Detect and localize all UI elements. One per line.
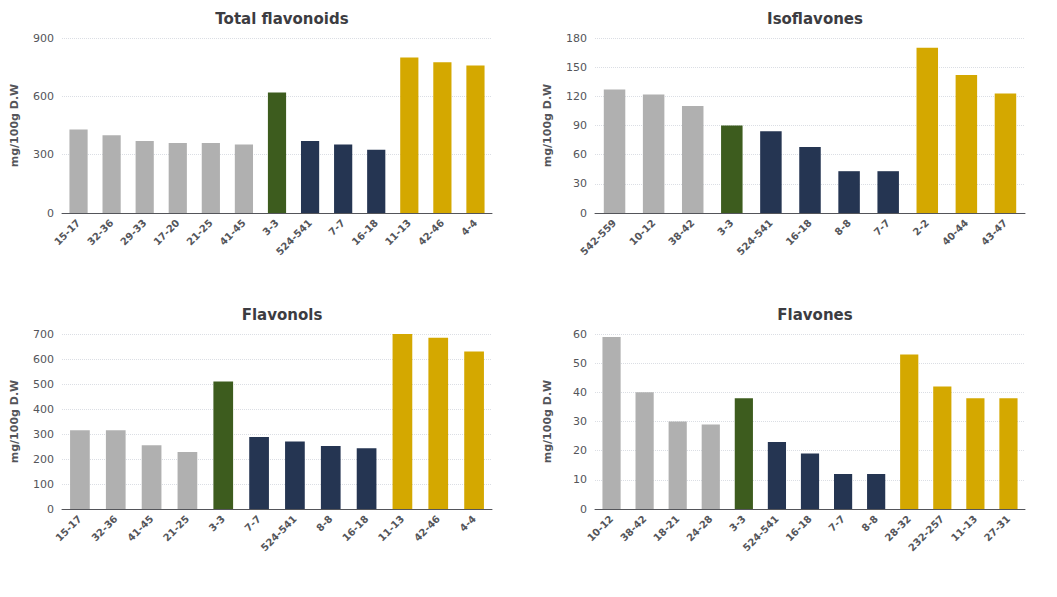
svg-text:38-42: 38-42 (618, 513, 648, 543)
svg-text:180: 180 (566, 32, 587, 45)
svg-text:43-47: 43-47 (979, 217, 1009, 247)
svg-text:41-45: 41-45 (217, 217, 247, 247)
svg-text:300: 300 (33, 428, 54, 441)
svg-text:232-257: 232-257 (906, 513, 946, 553)
svg-text:10: 10 (573, 473, 587, 486)
svg-text:0: 0 (47, 503, 54, 516)
svg-text:40: 40 (573, 386, 587, 399)
svg-text:mg/100g D.W: mg/100g D.W (8, 380, 21, 463)
svg-text:16-18: 16-18 (784, 513, 814, 543)
svg-text:21-25: 21-25 (161, 513, 191, 543)
svg-text:600: 600 (33, 353, 54, 366)
svg-text:524-541: 524-541 (741, 513, 781, 553)
svg-text:900: 900 (33, 32, 54, 45)
svg-text:41-45: 41-45 (125, 513, 155, 543)
svg-text:50: 50 (573, 357, 587, 370)
svg-text:200: 200 (33, 453, 54, 466)
svg-text:mg/100g D.W: mg/100g D.W (8, 84, 21, 167)
svg-text:2-2: 2-2 (911, 217, 932, 238)
svg-text:30: 30 (573, 177, 587, 190)
svg-text:42-46: 42-46 (412, 513, 442, 543)
svg-text:500: 500 (33, 378, 54, 391)
svg-text:10-12: 10-12 (627, 217, 657, 247)
svg-text:27-31: 27-31 (982, 513, 1012, 543)
svg-text:24-28: 24-28 (684, 513, 714, 543)
svg-text:7-7: 7-7 (872, 217, 893, 238)
svg-text:542-559: 542-559 (578, 217, 618, 257)
svg-text:15-17: 15-17 (52, 217, 82, 247)
svg-text:11-13: 11-13 (376, 513, 406, 543)
svg-text:3-3: 3-3 (207, 513, 228, 534)
svg-text:0: 0 (580, 503, 587, 516)
svg-text:3-3: 3-3 (715, 217, 736, 238)
svg-text:524-541: 524-541 (735, 217, 775, 257)
svg-text:90: 90 (573, 119, 587, 132)
svg-text:7-7: 7-7 (242, 513, 263, 534)
svg-text:524-541: 524-541 (259, 513, 299, 553)
svg-text:38-42: 38-42 (666, 217, 696, 247)
svg-text:15-17: 15-17 (53, 513, 83, 543)
svg-text:0: 0 (47, 207, 54, 220)
svg-text:Total flavonoids: Total flavonoids (215, 10, 348, 28)
svg-text:32-36: 32-36 (85, 217, 115, 247)
svg-text:11-13: 11-13 (383, 217, 413, 247)
svg-text:100: 100 (33, 478, 54, 491)
svg-text:Flavonols: Flavonols (242, 306, 323, 324)
svg-text:8-8: 8-8 (832, 217, 853, 238)
svg-text:300: 300 (33, 148, 54, 161)
svg-text:mg/100g D.W: mg/100g D.W (541, 84, 554, 167)
svg-text:20: 20 (573, 444, 587, 457)
svg-text:mg/100g D.W: mg/100g D.W (541, 380, 554, 463)
svg-text:120: 120 (566, 90, 587, 103)
svg-text:4-4: 4-4 (459, 217, 480, 238)
svg-text:42-46: 42-46 (416, 217, 446, 247)
svg-text:Isoflavones: Isoflavones (767, 10, 863, 28)
svg-text:17-20: 17-20 (151, 217, 181, 247)
svg-text:8-8: 8-8 (860, 513, 881, 534)
svg-text:4-4: 4-4 (457, 513, 478, 534)
svg-text:16-18: 16-18 (340, 513, 370, 543)
svg-text:32-36: 32-36 (89, 513, 119, 543)
svg-text:7-7: 7-7 (826, 513, 847, 534)
svg-text:18-21: 18-21 (651, 513, 681, 543)
svg-text:11-13: 11-13 (949, 513, 979, 543)
svg-text:8-8: 8-8 (314, 513, 335, 534)
svg-text:0: 0 (580, 207, 587, 220)
svg-text:21-25: 21-25 (184, 217, 214, 247)
svg-text:40-44: 40-44 (940, 217, 970, 247)
svg-text:524-541: 524-541 (274, 217, 314, 257)
svg-text:29-33: 29-33 (118, 217, 148, 247)
svg-text:28-32: 28-32 (883, 513, 913, 543)
svg-text:700: 700 (33, 328, 54, 341)
svg-text:60: 60 (573, 148, 587, 161)
svg-text:16-18: 16-18 (784, 217, 814, 247)
svg-text:400: 400 (33, 403, 54, 416)
svg-text:30: 30 (573, 415, 587, 428)
svg-text:10-12: 10-12 (585, 513, 615, 543)
svg-text:150: 150 (566, 61, 587, 74)
svg-text:3-3: 3-3 (727, 513, 748, 534)
svg-text:60: 60 (573, 328, 587, 341)
svg-text:7-7: 7-7 (327, 217, 348, 238)
svg-text:3-3: 3-3 (260, 217, 281, 238)
svg-text:600: 600 (33, 90, 54, 103)
svg-text:16-18: 16-18 (350, 217, 380, 247)
svg-text:Flavones: Flavones (777, 306, 852, 324)
